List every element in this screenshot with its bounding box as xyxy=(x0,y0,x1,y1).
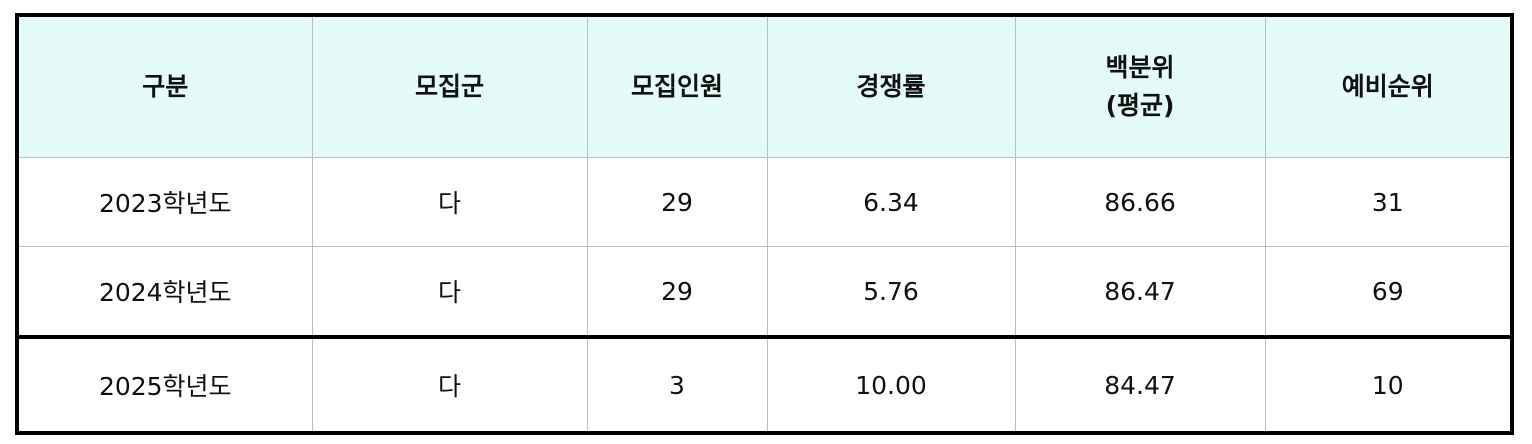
header-percentile-line2: (평균) xyxy=(1105,91,1175,120)
table-row: 2023학년도 다 29 6.34 86.66 31 xyxy=(16,157,1513,247)
cell-group: 다 xyxy=(311,335,588,434)
cell-percentile: 86.47 xyxy=(1014,246,1266,338)
cell-year: 2025학년도 xyxy=(16,335,313,434)
cell-quota: 29 xyxy=(586,157,768,247)
cell-competition-rate: 5.76 xyxy=(766,246,1016,338)
header-group: 모집군 xyxy=(311,14,588,158)
cell-group: 다 xyxy=(311,246,588,338)
cell-year: 2023학년도 xyxy=(16,157,313,247)
header-percentile: 백분위 (평균) xyxy=(1014,14,1266,158)
cell-competition-rate: 10.00 xyxy=(766,335,1016,434)
cell-waitlist-rank: 10 xyxy=(1264,335,1513,434)
cell-waitlist-rank: 31 xyxy=(1264,157,1513,247)
header-quota: 모집인원 xyxy=(586,14,768,158)
cell-waitlist-rank: 69 xyxy=(1264,246,1513,338)
cell-group: 다 xyxy=(311,157,588,247)
table-row: 2024학년도 다 29 5.76 86.47 69 xyxy=(16,246,1513,338)
header-percentile-line1: 백분위 xyxy=(1105,53,1175,82)
cell-competition-rate: 6.34 xyxy=(766,157,1016,247)
cell-percentile: 84.47 xyxy=(1014,335,1266,434)
cell-year: 2024학년도 xyxy=(16,246,313,338)
cell-quota: 3 xyxy=(586,335,768,434)
cell-percentile: 86.66 xyxy=(1014,157,1266,247)
header-waitlist-rank: 예비순위 xyxy=(1264,14,1513,158)
table-row: 2025학년도 다 3 10.00 84.47 10 xyxy=(16,335,1513,434)
header-row: 구분 모집군 모집인원 경쟁률 백분위 (평균) 예비순위 xyxy=(16,14,1513,158)
header-category: 구분 xyxy=(16,14,313,158)
admission-results-table: 구분 모집군 모집인원 경쟁률 백분위 (평균) 예비순위 2023학년도 다 2… xyxy=(15,13,1514,435)
header-competition-rate: 경쟁률 xyxy=(766,14,1016,158)
cell-quota: 29 xyxy=(586,246,768,338)
